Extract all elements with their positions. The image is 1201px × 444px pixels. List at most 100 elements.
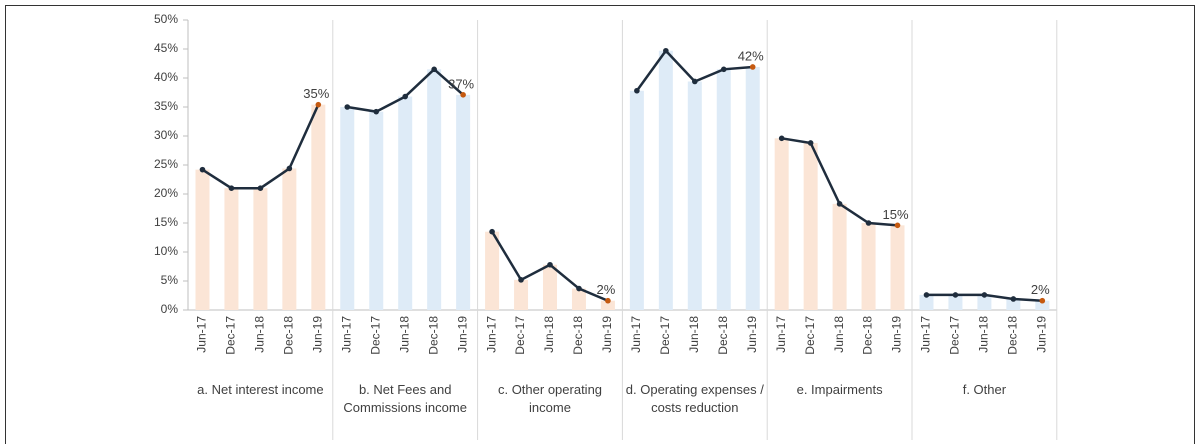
point [257,185,264,191]
bar [658,50,673,311]
value-label: 42% [738,48,764,63]
x-tick-label: Dec-18 [571,316,585,355]
y-tick-label: 35% [154,99,178,113]
bar [485,231,500,310]
point [778,135,785,142]
x-tick-label: Jun-17 [339,316,353,353]
bar [745,66,760,310]
bar [398,96,413,310]
line [201,104,320,190]
point [518,277,524,283]
point [228,185,235,191]
bar [774,138,789,310]
y-tick-label: 20% [154,186,178,200]
y-tick-label: 40% [154,70,178,84]
bar [195,169,210,310]
x-tick-label: Jun-18 [977,316,991,353]
bar [427,69,442,310]
point [373,108,380,115]
point [1039,297,1046,304]
bar [224,188,239,310]
bar [629,90,644,310]
bar [282,168,297,310]
point [1010,296,1017,302]
x-tick-label: Dec-17 [513,316,527,355]
point [344,104,351,110]
bar [919,294,934,310]
x-tick-label: Jun-17 [774,316,788,353]
x-tick-label: Jun-18 [542,316,556,353]
x-tick-label: Dec-17 [803,316,817,355]
bar [948,294,963,310]
x-tick-label: Dec-18 [861,316,875,355]
x-tick-label: Dec-17 [658,316,672,355]
x-tick-label: Jun-19 [310,316,324,353]
bar [977,294,992,310]
y-tick-label: 0% [161,302,179,316]
bar [716,69,731,310]
x-tick-label: Jun-18 [397,316,411,353]
bar [311,104,326,311]
bar [803,142,818,310]
value-label: 2% [597,282,616,297]
x-tick-label: Jun-19 [890,316,904,353]
point [952,292,959,298]
point [431,66,437,73]
panel-label: f. Other [962,382,1007,397]
bar [514,279,529,310]
x-tick-label: Dec-17 [368,316,382,355]
frame [5,5,1195,444]
point [315,101,322,108]
point [923,292,930,298]
x-tick-label: Dec-18 [426,316,440,355]
point [402,93,409,100]
x-tick-label: Dec-17 [224,316,238,355]
panel-label: d. Operating expenses / costs reduction [625,382,764,415]
value-label: 2% [1031,282,1050,297]
x-tick-label: Dec-17 [948,316,962,355]
point [894,222,901,229]
x-tick-label: Dec-18 [1006,316,1020,355]
y-tick-label: 45% [154,41,178,55]
point [489,228,495,235]
panel-label: b. Net Fees and Commissions income [343,382,467,415]
x-tick-label: Jun-19 [1034,316,1048,353]
x-tick-label: Jun-18 [687,316,701,353]
y-tick-label: 50% [154,12,178,26]
point [836,201,843,207]
x-tick-label: Jun-17 [919,316,933,353]
bar [687,81,702,310]
bar [253,188,268,310]
value-label: 35% [303,86,329,101]
x-tick-label: Jun-19 [455,316,469,353]
x-tick-label: Jun-18 [832,316,846,353]
point [865,220,872,226]
x-tick-label: Dec-18 [716,316,730,355]
point [547,261,553,268]
bar [340,107,355,310]
bar [456,94,471,310]
point [460,92,466,98]
panel-label: e. Impairments [796,382,883,397]
point [720,66,727,73]
point [576,285,582,292]
panel-label: c. Other operating income [497,382,603,415]
point [981,292,988,298]
panel-label: a. Net interest income [197,382,324,397]
point [692,78,698,85]
x-tick-label: Jun-17 [195,316,209,353]
bar [832,203,847,310]
value-label: 15% [883,207,909,222]
y-tick-label: 5% [161,273,179,287]
x-tick-label: Jun-17 [484,316,498,353]
point [749,64,756,70]
y-tick-label: 15% [154,215,178,229]
point [286,165,293,172]
bar [600,300,615,310]
y-tick-label: 25% [154,157,178,171]
x-tick-label: Jun-17 [629,316,643,353]
bar [369,111,384,310]
x-tick-label: Jun-18 [253,316,267,353]
bar [571,288,586,310]
